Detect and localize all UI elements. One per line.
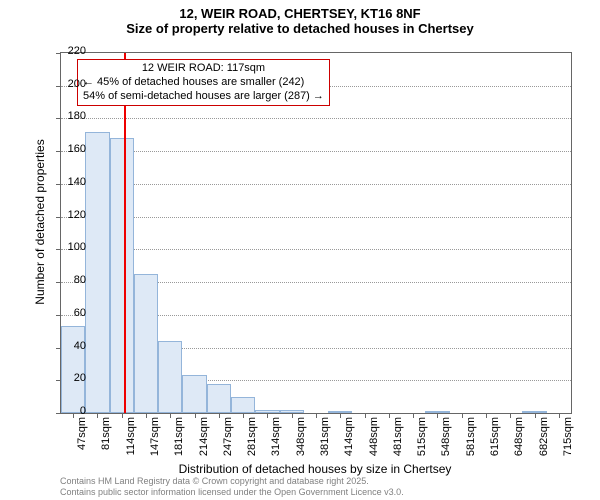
histogram-bar	[182, 375, 206, 413]
gridline	[61, 184, 571, 185]
xtick-mark	[267, 413, 268, 418]
xtick-label: 348sqm	[295, 417, 307, 467]
xtick-label: 181sqm	[173, 417, 185, 467]
xtick-mark	[486, 413, 487, 418]
annotation-box: 12 WEIR ROAD: 117sqm ← 45% of detached h…	[77, 59, 330, 106]
ytick-label: 60	[56, 307, 86, 319]
xtick-mark	[340, 413, 341, 418]
xtick-label: 715sqm	[562, 417, 574, 467]
xtick-label: 381sqm	[319, 417, 331, 467]
gridline	[61, 217, 571, 218]
xtick-label: 481sqm	[392, 417, 404, 467]
xtick-mark	[97, 413, 98, 418]
chart-title-main: 12, WEIR ROAD, CHERTSEY, KT16 8NF	[0, 0, 600, 21]
xtick-label: 314sqm	[270, 417, 282, 467]
xtick-mark	[510, 413, 511, 418]
xtick-label: 414sqm	[343, 417, 355, 467]
histogram-bar	[134, 274, 158, 413]
xtick-label: 281sqm	[246, 417, 258, 467]
annotation-line1: 12 WEIR ROAD: 117sqm	[83, 62, 324, 76]
xtick-mark	[219, 413, 220, 418]
footer-line1: Contains HM Land Registry data © Crown c…	[60, 476, 404, 487]
xtick-mark	[292, 413, 293, 418]
histogram-bar	[110, 138, 134, 413]
xtick-label: 81sqm	[100, 417, 112, 467]
xtick-mark	[462, 413, 463, 418]
ytick-label: 0	[56, 405, 86, 417]
y-axis-label: Number of detached properties	[33, 122, 47, 322]
chart-title-sub: Size of property relative to detached ho…	[0, 21, 600, 36]
xtick-mark	[535, 413, 536, 418]
x-axis-label: Distribution of detached houses by size …	[60, 462, 570, 476]
gridline	[61, 151, 571, 152]
xtick-label: 615sqm	[489, 417, 501, 467]
xtick-label: 515sqm	[416, 417, 428, 467]
xtick-mark	[170, 413, 171, 418]
xtick-label: 147sqm	[149, 417, 161, 467]
gridline	[61, 249, 571, 250]
xtick-label: 548sqm	[440, 417, 452, 467]
annotation-line3: 54% of semi-detached houses are larger (…	[83, 90, 324, 104]
footer-line2: Contains public sector information licen…	[60, 487, 404, 498]
xtick-mark	[413, 413, 414, 418]
xtick-label: 47sqm	[76, 417, 88, 467]
ytick-label: 100	[56, 241, 86, 253]
xtick-label: 448sqm	[368, 417, 380, 467]
ytick-label: 20	[56, 372, 86, 384]
xtick-label: 581sqm	[465, 417, 477, 467]
ytick-label: 80	[56, 274, 86, 286]
ytick-label: 180	[56, 110, 86, 122]
xtick-mark	[146, 413, 147, 418]
xtick-label: 247sqm	[222, 417, 234, 467]
histogram-bar	[85, 132, 109, 413]
annotation-line2: ← 45% of detached houses are smaller (24…	[83, 76, 324, 90]
xtick-label: 682sqm	[538, 417, 550, 467]
ytick-label: 120	[56, 209, 86, 221]
plot-area: 47sqm81sqm114sqm147sqm181sqm214sqm247sqm…	[60, 52, 572, 414]
xtick-mark	[122, 413, 123, 418]
histogram-bar	[231, 397, 255, 413]
ytick-label: 140	[56, 176, 86, 188]
histogram-bar	[207, 384, 231, 413]
xtick-mark	[316, 413, 317, 418]
gridline	[61, 118, 571, 119]
xtick-mark	[365, 413, 366, 418]
xtick-label: 114sqm	[125, 417, 137, 467]
xtick-label: 214sqm	[198, 417, 210, 467]
ytick-label: 160	[56, 143, 86, 155]
xtick-mark	[243, 413, 244, 418]
chart-container: 12, WEIR ROAD, CHERTSEY, KT16 8NF Size o…	[0, 0, 600, 500]
xtick-mark	[437, 413, 438, 418]
xtick-label: 648sqm	[513, 417, 525, 467]
xtick-mark	[559, 413, 560, 418]
subject-marker-line	[124, 53, 126, 413]
ytick-label: 40	[56, 340, 86, 352]
footer-attribution: Contains HM Land Registry data © Crown c…	[60, 476, 404, 498]
ytick-label: 220	[56, 45, 86, 57]
xtick-mark	[389, 413, 390, 418]
ytick-label: 200	[56, 78, 86, 90]
histogram-bar	[158, 341, 182, 413]
xtick-mark	[195, 413, 196, 418]
